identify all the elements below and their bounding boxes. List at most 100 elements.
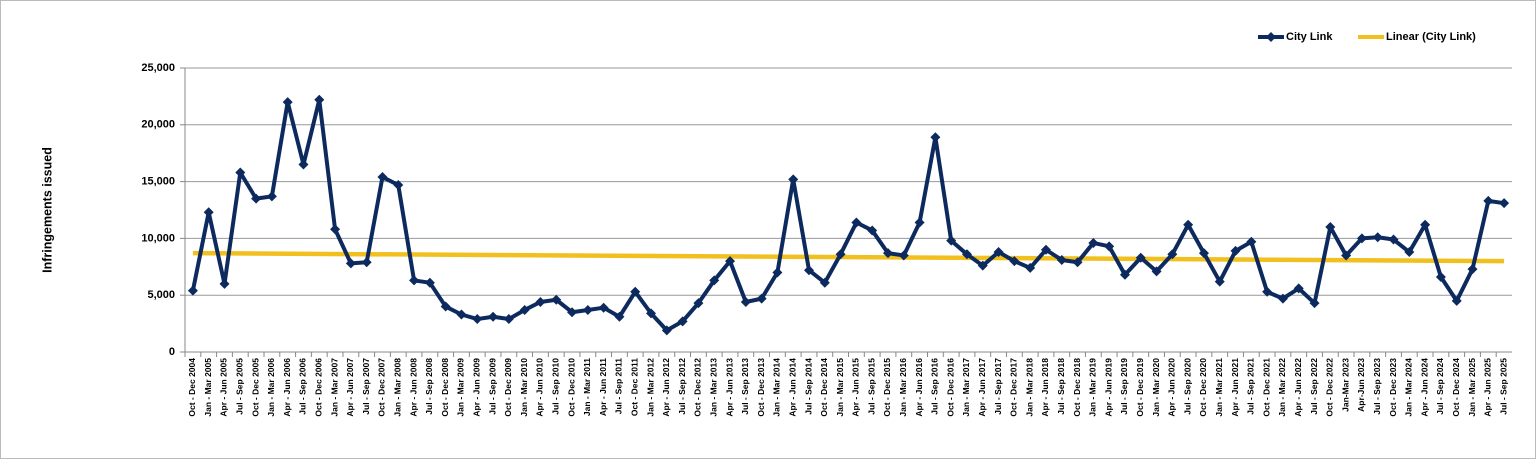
data-point <box>614 311 625 322</box>
data-point <box>298 159 309 170</box>
data-point <box>1483 195 1494 206</box>
x-tick-label: Jan - Mar 2024 <box>1404 358 1414 417</box>
x-tick-label: Jan - Mar 2008 <box>393 358 403 417</box>
x-tick-label: Apr - Jun 2011 <box>598 358 608 416</box>
y-tick-label: 5,000 <box>147 289 175 301</box>
x-tick-label: Jan - Mar 2015 <box>835 358 845 417</box>
x-tick-label: Jan - Mar 2006 <box>266 358 276 417</box>
x-tick-label: Jul - Sep 2019 <box>1119 358 1129 415</box>
data-point <box>1246 236 1257 247</box>
data-point <box>187 285 198 296</box>
x-tick-label: Jul - Sep 2020 <box>1182 358 1192 415</box>
data-point <box>1056 254 1067 265</box>
x-tick-label: Jul - Sep 2012 <box>677 358 687 415</box>
x-tick-label: Apr - Jun 2013 <box>724 358 734 417</box>
data-point <box>314 94 325 105</box>
x-tick-label: Oct - Dec 2006 <box>314 358 324 417</box>
x-tick-label: Oct - Dec 2023 <box>1388 358 1398 417</box>
data-point <box>646 308 657 319</box>
x-tick-label: Jan-Mar 2023 <box>1340 358 1350 412</box>
data-point <box>930 132 941 143</box>
x-tick-label: Jan - Mar 2017 <box>961 358 971 417</box>
x-tick-label: Oct - Dec 2022 <box>1325 358 1335 417</box>
x-tick-label: Apr - Jun 2005 <box>219 358 229 417</box>
x-tick-label: Jan - Mar 2025 <box>1467 358 1477 417</box>
data-point <box>1119 269 1130 280</box>
x-tick-label: Jul - Sep 2023 <box>1372 358 1382 415</box>
x-tick-label: Oct - Dec 2018 <box>1072 358 1082 417</box>
x-tick-label: Oct - Dec 2020 <box>1198 358 1208 417</box>
x-tick-label: Oct - Dec 2005 <box>250 358 260 417</box>
data-point <box>1293 283 1304 294</box>
data-point <box>551 294 562 305</box>
data-point <box>266 191 277 202</box>
x-tick-label: Apr - Jun 2012 <box>661 358 671 417</box>
x-tick-label: Apr - Jun 2016 <box>914 358 924 417</box>
y-tick-label: 25,000 <box>141 62 175 74</box>
x-tick-label: Jan - Mar 2020 <box>1151 358 1161 417</box>
data-point <box>424 277 435 288</box>
data-point <box>519 304 530 315</box>
data-point <box>1325 222 1336 233</box>
data-point <box>1009 256 1020 267</box>
data-point <box>393 180 404 191</box>
data-point <box>1040 244 1051 255</box>
data-point <box>1404 247 1415 258</box>
x-tick-label: Apr - Jun 2024 <box>1419 358 1429 417</box>
x-tick-label: Oct - Dec 2012 <box>693 358 703 417</box>
data-point <box>567 307 578 318</box>
data-point <box>804 265 815 276</box>
data-point <box>977 260 988 271</box>
x-tick-label: Jan - Mar 2014 <box>772 358 782 417</box>
data-point <box>1277 293 1288 304</box>
data-point <box>1135 252 1146 263</box>
data-point <box>709 275 720 286</box>
x-tick-label: Apr - Jun 2009 <box>472 358 482 417</box>
x-tick-label: Jul - Sep 2016 <box>930 358 940 415</box>
x-tick-label: Oct - Dec 2009 <box>503 358 513 417</box>
data-point <box>1309 298 1320 309</box>
x-tick-label: Jul - Sep 2011 <box>614 358 624 414</box>
x-tick-label: Jul - Sep 2021 <box>1246 358 1256 415</box>
data-point <box>756 293 767 304</box>
data-point <box>1230 245 1241 256</box>
x-tick-label: Jul - Sep 2014 <box>803 358 813 415</box>
data-point <box>235 167 246 178</box>
data-point <box>361 257 372 268</box>
x-tick-label: Apr-Jun 2023 <box>1356 358 1366 412</box>
x-tick-label: Jan - Mar 2010 <box>519 358 529 417</box>
x-tick-label: Jan - Mar 2018 <box>1024 358 1034 417</box>
data-point <box>630 286 641 297</box>
x-tick-label: Oct - Dec 2011 <box>629 358 639 416</box>
x-tick-label: Jan - Mar 2013 <box>708 358 718 417</box>
y-tick-label: 20,000 <box>141 119 175 131</box>
x-tick-label: Oct - Dec 2019 <box>1135 358 1145 417</box>
x-tick-label: Jan - Mar 2022 <box>1277 358 1287 417</box>
x-tick-label: Jul - Sep 2015 <box>866 358 876 415</box>
data-point <box>867 225 878 236</box>
data-point <box>1420 219 1431 230</box>
x-tick-label: Oct - Dec 2004 <box>187 358 197 417</box>
x-tick-label: Jul - Sep 2018 <box>1056 358 1066 415</box>
data-point <box>1499 198 1510 209</box>
x-tick-label: Apr - Jun 2006 <box>282 358 292 417</box>
x-tick-label: Jul - Sep 2005 <box>235 358 245 415</box>
x-tick-label: Apr - Jun 2015 <box>851 358 861 417</box>
data-point <box>203 207 214 218</box>
data-point <box>472 314 483 325</box>
data-point <box>677 316 688 327</box>
x-tick-label: Oct - Dec 2014 <box>819 358 829 417</box>
data-point <box>1167 249 1178 260</box>
data-point <box>835 249 846 260</box>
x-tick-label: Oct - Dec 2016 <box>945 358 955 417</box>
legend-label: Linear (City Link) <box>1386 31 1476 43</box>
x-tick-label: Oct - Dec 2015 <box>882 358 892 417</box>
data-point <box>851 217 862 228</box>
data-point <box>1088 237 1099 248</box>
data-point <box>456 309 467 320</box>
x-tick-label: Apr - Jun 2007 <box>345 358 355 417</box>
x-tick-label: Jan - Mar 2019 <box>1088 358 1098 417</box>
x-tick-label: Apr - Jun 2020 <box>1167 358 1177 417</box>
x-tick-label: Jan - Mar 2007 <box>329 358 339 417</box>
